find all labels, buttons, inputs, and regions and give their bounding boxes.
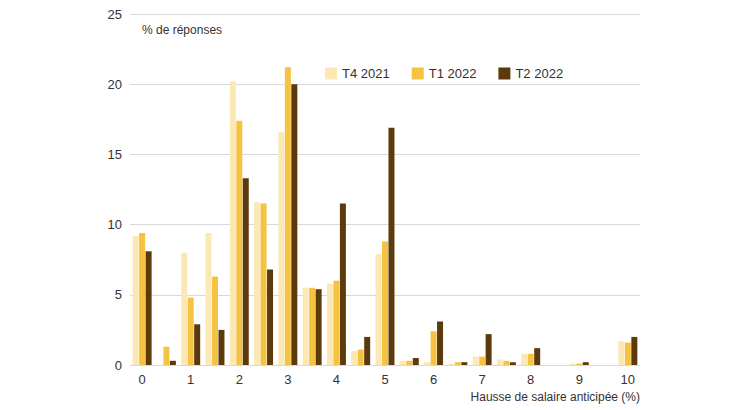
svg-text:0: 0 — [115, 358, 122, 373]
svg-text:2: 2 — [236, 372, 243, 387]
svg-text:% de réponses: % de réponses — [142, 23, 222, 37]
svg-text:3: 3 — [284, 372, 291, 387]
svg-text:8: 8 — [527, 372, 534, 387]
svg-text:10: 10 — [621, 372, 635, 387]
svg-text:6: 6 — [430, 372, 437, 387]
svg-text:25: 25 — [108, 7, 122, 22]
svg-text:4: 4 — [333, 372, 340, 387]
svg-text:10: 10 — [108, 217, 122, 232]
svg-text:T1 2022: T1 2022 — [429, 66, 477, 81]
svg-text:20: 20 — [108, 77, 122, 92]
svg-text:7: 7 — [479, 372, 486, 387]
svg-text:Hausse de salaire anticipée (%: Hausse de salaire anticipée (%) — [471, 390, 640, 404]
svg-text:15: 15 — [108, 147, 122, 162]
svg-text:5: 5 — [115, 287, 122, 302]
svg-text:T4 2021: T4 2021 — [342, 66, 390, 81]
svg-text:1: 1 — [187, 372, 194, 387]
svg-text:9: 9 — [576, 372, 583, 387]
svg-text:0: 0 — [139, 372, 146, 387]
svg-text:T2 2022: T2 2022 — [515, 66, 563, 81]
svg-text:5: 5 — [381, 372, 388, 387]
